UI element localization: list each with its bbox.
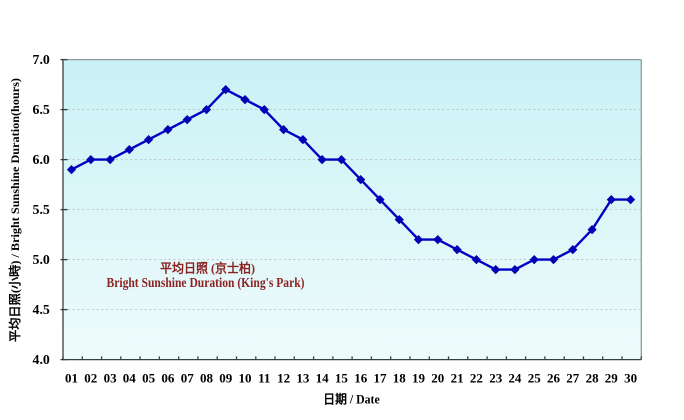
svg-text:05: 05 — [142, 370, 156, 385]
svg-text:13: 13 — [296, 370, 310, 385]
svg-text:平均日照(小時) / Bright Sunshine Dur: 平均日照(小時) / Bright Sunshine Duration(hour… — [7, 78, 22, 342]
svg-text:20: 20 — [431, 370, 444, 385]
svg-text:Bright Sunshine Duration (King: Bright Sunshine Duration (King's Park) — [107, 276, 305, 291]
svg-text:29: 29 — [605, 370, 619, 385]
svg-text:6.0: 6.0 — [33, 152, 50, 167]
svg-text:4.0: 4.0 — [33, 352, 50, 367]
svg-text:11: 11 — [258, 370, 270, 385]
svg-text:7.0: 7.0 — [33, 52, 50, 67]
svg-text:25: 25 — [528, 370, 542, 385]
svg-text:18: 18 — [393, 370, 407, 385]
svg-text:5.0: 5.0 — [33, 252, 50, 267]
svg-text:04: 04 — [123, 370, 137, 385]
svg-text:16: 16 — [354, 370, 368, 385]
svg-text:28: 28 — [586, 370, 600, 385]
svg-text:15: 15 — [335, 370, 349, 385]
svg-text:26: 26 — [547, 370, 561, 385]
svg-text:12: 12 — [277, 370, 290, 385]
svg-text:02: 02 — [84, 370, 97, 385]
svg-text:6.5: 6.5 — [33, 102, 50, 117]
svg-text:平均日照 (京士柏): 平均日照 (京士柏) — [160, 260, 255, 275]
svg-text:24: 24 — [508, 370, 522, 385]
svg-text:23: 23 — [489, 370, 503, 385]
svg-text:22: 22 — [470, 370, 483, 385]
svg-text:5.5: 5.5 — [33, 202, 50, 217]
svg-text:09: 09 — [219, 370, 233, 385]
svg-text:30: 30 — [624, 370, 637, 385]
svg-text:21: 21 — [451, 370, 464, 385]
svg-text:19: 19 — [412, 370, 426, 385]
svg-text:03: 03 — [104, 370, 118, 385]
svg-text:27: 27 — [566, 370, 580, 385]
svg-text:14: 14 — [316, 370, 330, 385]
svg-text:06: 06 — [161, 370, 175, 385]
svg-text:01: 01 — [65, 370, 78, 385]
svg-text:10: 10 — [239, 370, 252, 385]
svg-text:4.5: 4.5 — [33, 302, 50, 317]
svg-text:08: 08 — [200, 370, 214, 385]
svg-text:07: 07 — [181, 370, 195, 385]
svg-text:日期 / Date: 日期 / Date — [323, 392, 380, 407]
svg-text:17: 17 — [374, 370, 388, 385]
